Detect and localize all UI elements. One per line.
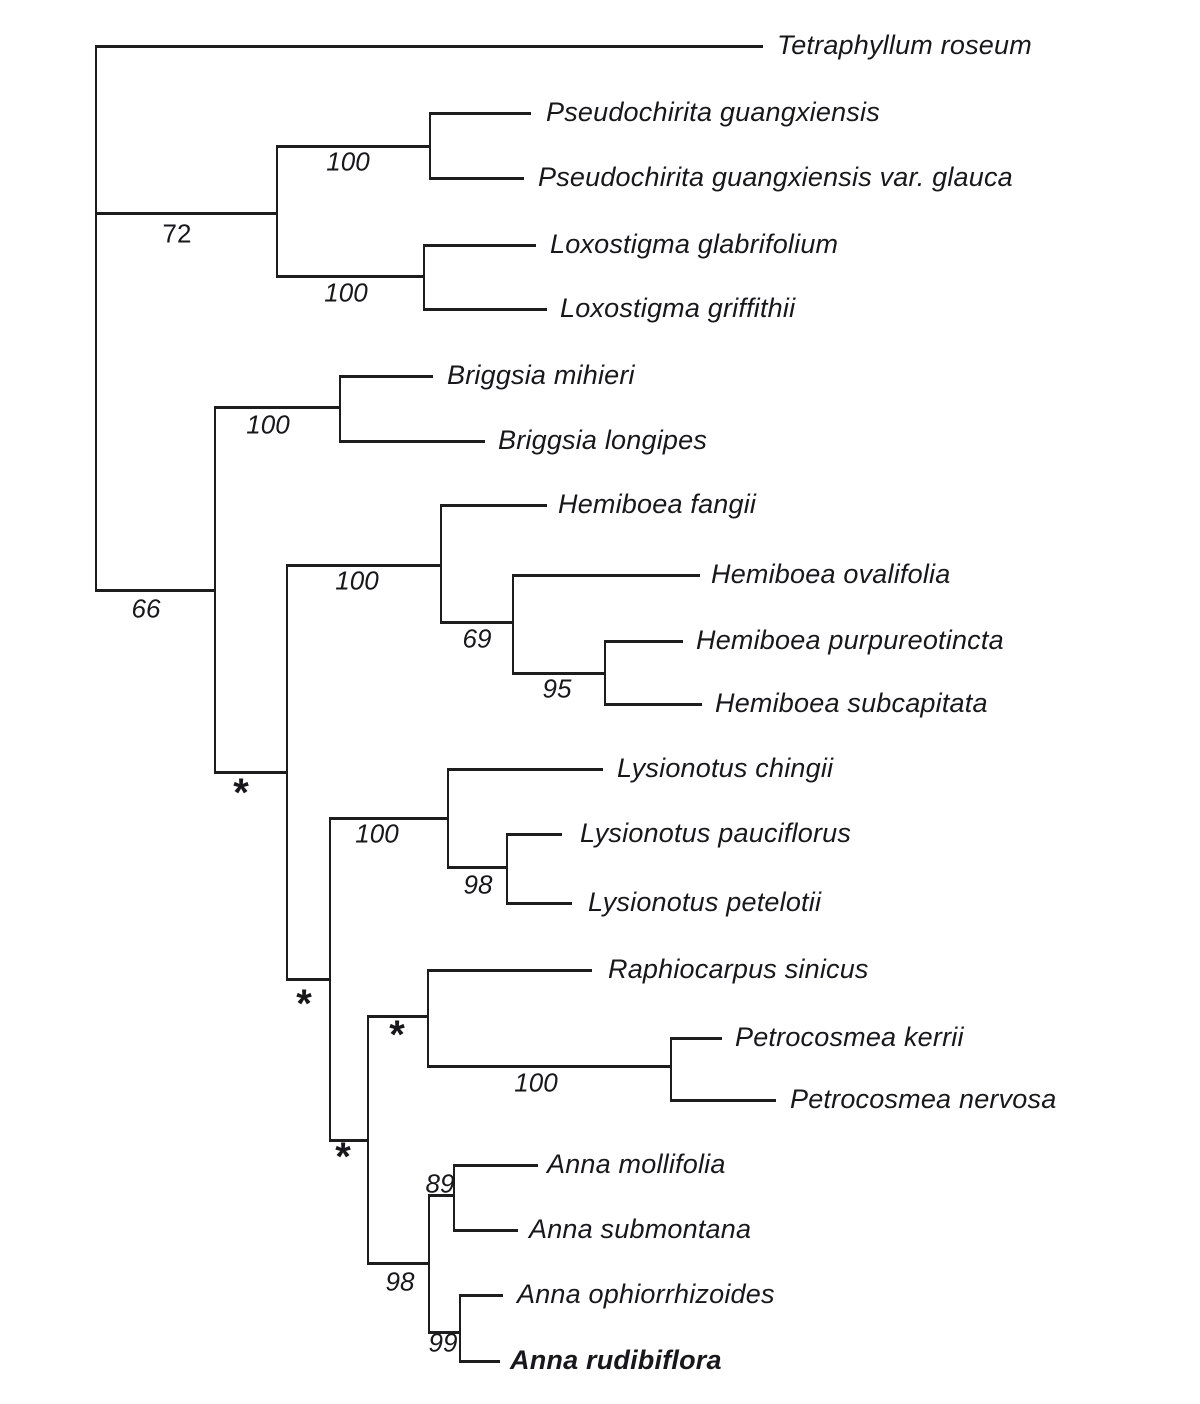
branch-line-horizontal [424, 307, 547, 311]
taxon-label-tetraphyllum-roseum: Tetraphyllum roseum [777, 29, 1032, 60]
branch-line-horizontal [96, 211, 277, 215]
branch-line-horizontal [448, 767, 603, 771]
support-asterisk: * [296, 982, 312, 1027]
branch-line-vertical [446, 767, 450, 869]
support-value: 100 [355, 818, 399, 849]
branch-line-horizontal [287, 977, 330, 981]
taxon-label-raphiocarpus-sinicus: Raphiocarpus sinicus [608, 953, 869, 984]
taxon-label-petrocosmea-nervosa: Petrocosmea nervosa [790, 1083, 1057, 1114]
support-value: 69 [462, 623, 492, 654]
branch-line-vertical [458, 1293, 462, 1363]
taxon-label-petrocosmea-kerrii: Petrocosmea kerrii [735, 1021, 964, 1052]
branch-line-horizontal [96, 44, 763, 48]
branch-line-vertical [603, 639, 607, 706]
branch-line-vertical [94, 44, 98, 592]
branch-line-vertical [511, 573, 515, 675]
taxon-label-anna-ophiorrhizoides: Anna ophiorrhizoides [517, 1278, 775, 1309]
taxon-label-briggsia-mihieri: Briggsia mihieri [447, 359, 635, 390]
branch-line-horizontal [448, 865, 507, 869]
branch-line-horizontal [671, 1036, 722, 1040]
branch-line-horizontal [330, 816, 448, 820]
branch-line-horizontal [340, 374, 433, 378]
branch-line-horizontal [368, 1261, 429, 1265]
branch-line-horizontal [507, 901, 572, 905]
branch-line-horizontal [428, 968, 592, 972]
branch-line-horizontal [460, 1359, 500, 1363]
support-asterisk: * [335, 1135, 351, 1180]
branch-line-horizontal [424, 243, 536, 247]
support-value: 66 [131, 593, 161, 624]
support-value: 89 [425, 1168, 455, 1199]
taxon-label-pseudochirita-guangxiensis: Pseudochirita guangxiensis [546, 96, 880, 127]
branch-line-horizontal [671, 1098, 776, 1102]
branch-line-horizontal [430, 111, 531, 115]
support-value: 95 [542, 673, 572, 704]
branch-line-horizontal [340, 439, 485, 443]
branch-line-horizontal [605, 702, 702, 706]
support-value: 72 [162, 218, 192, 249]
taxon-label-loxostigma-glabrifolium: Loxostigma glabrifolium [550, 228, 839, 259]
taxon-label-anna-rudibiflora: Anna rudibiflora [510, 1344, 722, 1375]
branch-line-vertical [439, 503, 443, 624]
branch-line-horizontal [430, 176, 524, 180]
branch-line-horizontal [368, 1014, 428, 1018]
branch-line-vertical [285, 563, 289, 981]
branch-line-horizontal [454, 1163, 538, 1167]
taxon-label-anna-submontana: Anna submontana [529, 1213, 752, 1244]
branch-line-horizontal [429, 1330, 460, 1334]
branch-line-horizontal [605, 639, 683, 643]
branch-line-vertical [669, 1036, 673, 1102]
taxon-label-briggsia-longipes: Briggsia longipes [498, 424, 708, 455]
taxon-label-hemiboea-purpureotincta: Hemiboea purpureotincta [696, 624, 1004, 655]
branch-line-horizontal [287, 563, 441, 567]
branch-line-horizontal [96, 588, 215, 592]
branch-line-vertical [366, 1014, 370, 1265]
support-value: 100 [514, 1067, 558, 1098]
branch-line-horizontal [507, 832, 562, 836]
taxon-label-loxostigma-griffithii: Loxostigma griffithii [560, 292, 796, 323]
branch-line-vertical [328, 816, 332, 1142]
branch-line-horizontal [429, 1193, 454, 1197]
branch-line-vertical [426, 968, 430, 1068]
branch-line-vertical [338, 374, 342, 443]
branch-line-vertical [422, 243, 426, 311]
support-value: 100 [326, 146, 370, 177]
support-value: 98 [385, 1266, 415, 1297]
branch-line-vertical [275, 144, 279, 278]
taxon-label-lysionotus-chingii: Lysionotus chingii [617, 752, 834, 783]
branch-line-horizontal [513, 671, 605, 675]
branch-line-horizontal [277, 144, 430, 148]
support-asterisk: * [389, 1013, 405, 1058]
branch-line-horizontal [454, 1228, 518, 1232]
branch-line-vertical [213, 405, 217, 774]
taxon-label-pseudochirita-guangxiensis-var-glauca: Pseudochirita guangxiensis var. glauca [538, 161, 1013, 192]
taxon-label-hemiboea-subcapitata: Hemiboea subcapitata [715, 687, 988, 718]
branch-line-horizontal [460, 1293, 503, 1297]
branch-line-horizontal [441, 620, 513, 624]
branch-line-vertical [427, 1193, 431, 1334]
taxon-label-anna-mollifolia: Anna mollifolia [547, 1148, 726, 1179]
support-value: 100 [324, 277, 368, 308]
taxon-label-hemiboea-fangii: Hemiboea fangii [558, 488, 757, 519]
branch-line-vertical [505, 832, 509, 905]
branch-line-horizontal [513, 573, 700, 577]
branch-line-horizontal [215, 405, 340, 409]
taxon-label-hemiboea-ovalifolia: Hemiboea ovalifolia [711, 558, 951, 589]
branch-line-horizontal [215, 770, 287, 774]
branch-line-horizontal [441, 503, 547, 507]
branch-line-horizontal [277, 274, 424, 278]
support-value: 100 [246, 409, 290, 440]
taxon-label-lysionotus-pauciflorus: Lysionotus pauciflorus [580, 817, 852, 848]
branch-line-vertical [452, 1163, 456, 1232]
branch-line-vertical [428, 111, 432, 180]
support-asterisk: * [233, 771, 249, 816]
support-value: 100 [335, 565, 379, 596]
taxon-label-lysionotus-petelotii: Lysionotus petelotii [588, 886, 822, 917]
support-value: 98 [463, 869, 493, 900]
branch-line-horizontal [428, 1064, 671, 1068]
support-value: 99 [428, 1327, 458, 1358]
branch-line-horizontal [330, 1138, 368, 1142]
